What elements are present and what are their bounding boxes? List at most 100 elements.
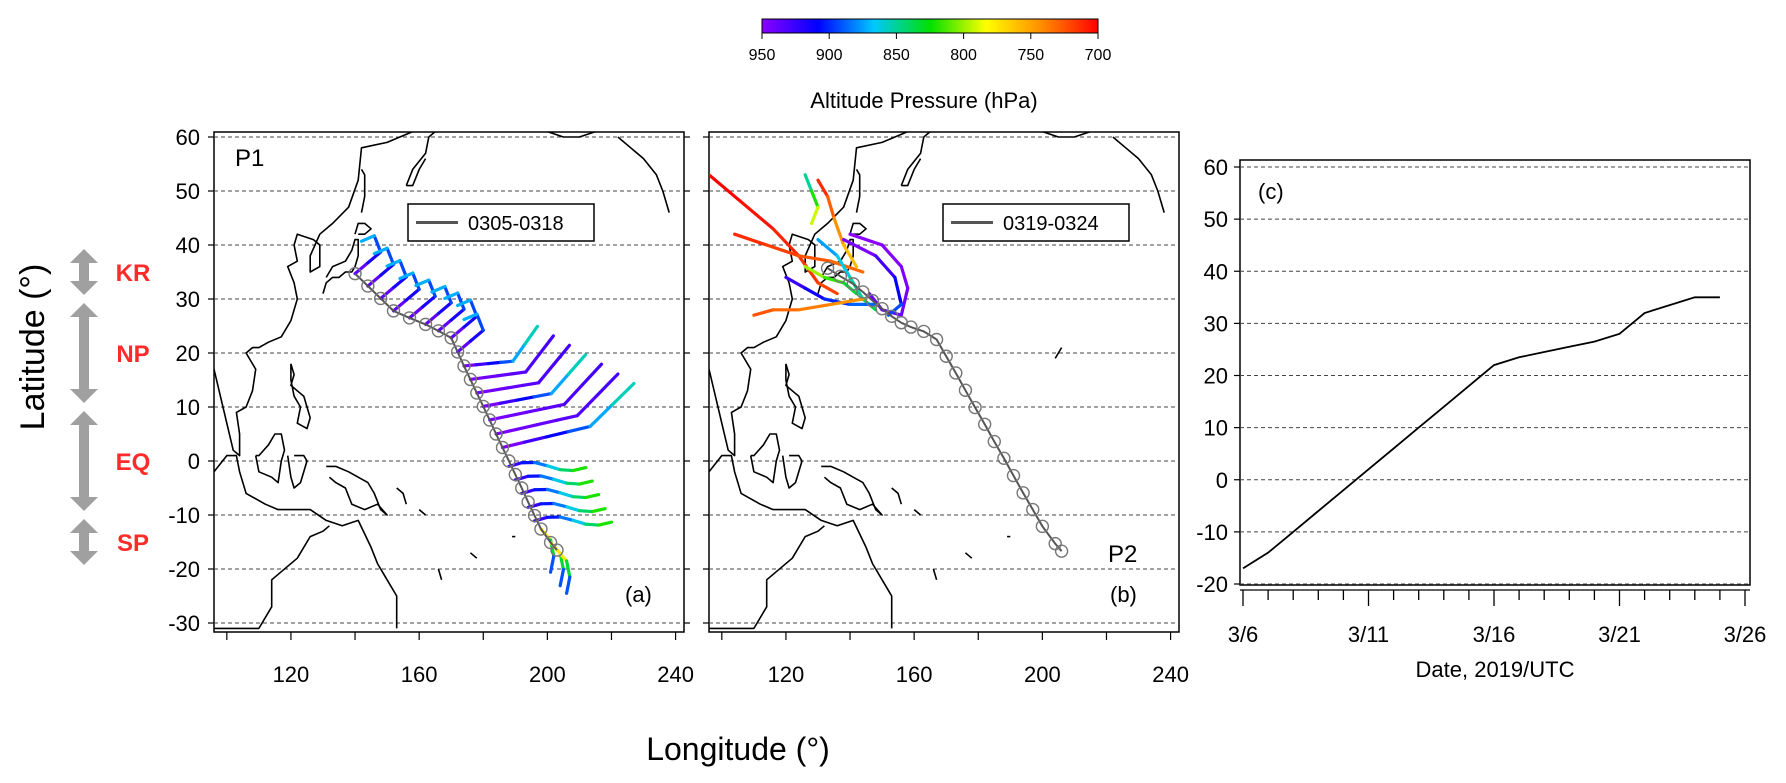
trajectory-segment — [886, 302, 903, 317]
coastline — [214, 132, 414, 457]
trajectory-segment — [552, 343, 572, 366]
trajectory-segment — [525, 406, 548, 414]
coastline — [962, 661, 972, 666]
trajectory-segment — [765, 243, 801, 258]
x-tick-label: 3/21 — [1598, 622, 1641, 647]
region-label: EQ — [116, 449, 151, 476]
track-point — [489, 427, 503, 441]
trajectory-segment — [566, 353, 588, 376]
coastline — [406, 158, 427, 187]
panel-c-grid — [1240, 166, 1750, 585]
trajectory-segment — [475, 388, 494, 395]
trajectory-segment — [552, 477, 569, 485]
region-arrow — [70, 249, 98, 295]
y-tick-label: 0 — [1216, 468, 1228, 493]
panel-a-legend-label: 0305-0318 — [468, 213, 564, 235]
coastline — [360, 168, 366, 213]
region-label: SP — [117, 530, 149, 557]
trajectory-segment — [490, 386, 510, 393]
lon-tick-label: 160 — [401, 662, 438, 687]
colorbar-tick-label: 950 — [749, 47, 776, 64]
trajectory-segment — [482, 374, 500, 380]
coastline — [891, 487, 903, 505]
track-point — [482, 413, 497, 427]
track-point — [450, 345, 465, 359]
coastline — [214, 525, 330, 630]
track-point — [431, 324, 446, 338]
trajectory-segment — [803, 173, 814, 193]
trajectory-segment — [532, 392, 553, 399]
trajectory-segment — [595, 372, 620, 397]
trajectory-segment — [499, 359, 515, 364]
track-point — [515, 481, 529, 495]
trajectory-segment — [481, 401, 502, 409]
panel-a: 60 50 40 30 20 10 0 -10 -20 -30 120 160 200 240 P1 (… — [168, 125, 709, 687]
trajectory-segment — [880, 243, 903, 269]
track-point — [977, 417, 992, 431]
track-point — [820, 261, 835, 275]
track-point — [457, 359, 471, 373]
lon-tick-label: 200 — [1024, 662, 1061, 687]
coastline — [286, 454, 308, 489]
trajectory-segment — [739, 200, 775, 231]
coastline — [418, 508, 427, 516]
track-point — [833, 269, 848, 284]
coastline — [405, 132, 436, 186]
trajectory-segment — [752, 308, 775, 317]
trajectory-segment — [816, 178, 830, 198]
panel-c-x-ticks: 3/6 3/11 3/16 3/21 3/26 — [1228, 589, 1766, 647]
coastline — [709, 132, 909, 457]
coastline — [781, 454, 803, 489]
track-line — [354, 272, 558, 551]
panel-a-lon-ticks: 120 160 200 240 — [226, 632, 694, 687]
coastline — [709, 454, 893, 629]
trajectory-segment — [829, 259, 865, 274]
track-point — [418, 317, 433, 332]
trajectory-segment — [372, 246, 389, 256]
coastline — [900, 132, 931, 186]
trajectory-segment — [577, 509, 594, 514]
trajectory-segment — [506, 383, 525, 390]
coastline — [913, 508, 922, 516]
trajectory-segment — [436, 301, 453, 316]
trajectory-segment — [565, 559, 572, 579]
panel-c-tag: (c) — [1258, 179, 1284, 204]
trajectory-segment — [523, 324, 539, 346]
track-point — [521, 495, 535, 509]
track-point — [373, 291, 388, 306]
track-point — [348, 266, 362, 281]
lat-tick-label: -30 — [168, 611, 200, 636]
panel-c-frame — [1239, 159, 1751, 586]
trajectory-segment — [486, 360, 503, 366]
trajectory-segment — [398, 271, 415, 281]
trajectory-segment — [462, 312, 479, 322]
panel-a-trajectories — [353, 234, 636, 595]
trajectory-segment — [558, 468, 575, 473]
region-label: NP — [116, 341, 149, 368]
trajectory-segment — [407, 305, 424, 320]
trajectory-segment — [449, 307, 466, 322]
trajectory-segment — [359, 234, 376, 243]
trajectory-segment — [558, 567, 565, 588]
coastline — [467, 661, 477, 666]
track-point — [1016, 486, 1030, 500]
lat-tick-label: 10 — [176, 395, 200, 420]
trajectory-segment — [379, 286, 396, 301]
trajectory-segment — [436, 318, 453, 333]
trajectory-segment — [539, 474, 556, 481]
track-point — [361, 279, 375, 293]
trajectory-segment — [430, 284, 447, 294]
region-markers: KR NP EQ SP — [70, 249, 150, 565]
trajectory-segment — [797, 302, 833, 312]
panel-b-trajectories — [709, 173, 910, 317]
region-label: KR — [116, 260, 151, 287]
y-tick-label: 60 — [1204, 155, 1228, 180]
x-axis-label: Longitude (°) — [646, 731, 830, 767]
lon-tick-label: 160 — [896, 662, 933, 687]
lat-tick-label: -10 — [168, 503, 200, 528]
trajectory-segment — [498, 398, 519, 405]
coastline — [1042, 132, 1091, 138]
y-tick-label: 50 — [1204, 207, 1228, 232]
